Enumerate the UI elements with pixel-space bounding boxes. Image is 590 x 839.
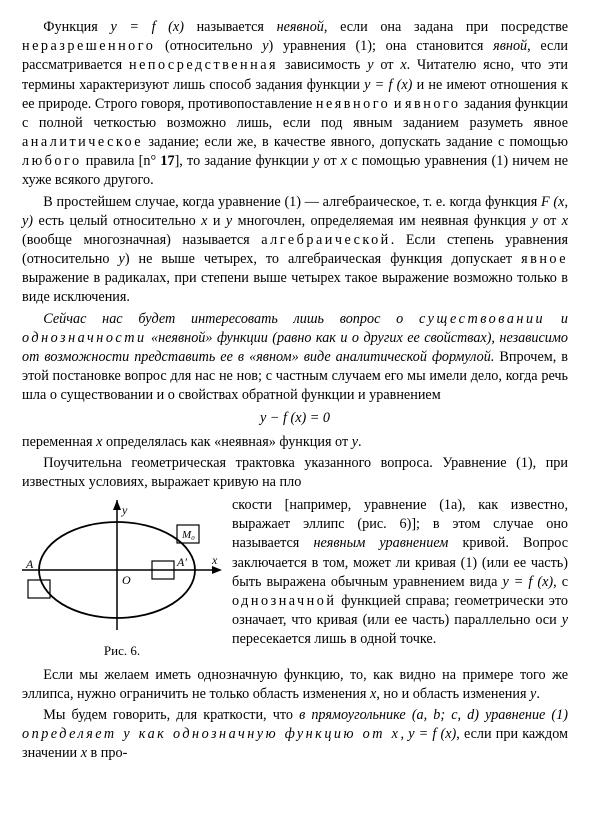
svg-text:x: x [211, 553, 218, 567]
svg-text:A: A [25, 557, 34, 571]
paragraph-2: В простейшем случае, когда уравнение (1)… [22, 193, 568, 308]
paragraph-1: Функция y = f (x) называется неявной, ес… [22, 18, 568, 191]
svg-text:M₀: M₀ [181, 529, 195, 541]
svg-text:A′: A′ [176, 555, 187, 569]
paragraph-5: Поучительна геометрическая трактовка ука… [22, 454, 568, 492]
paragraph-3: Сейчас нас будет интересовать лишь вопро… [22, 310, 568, 406]
equation: y − f (x) = 0 [22, 409, 568, 428]
paragraph-8: Мы будем говорить, для краткости, что в … [22, 706, 568, 764]
paragraph-4: переменная x определялась как «неявная» … [22, 433, 568, 452]
paragraph-7: Если мы желаем иметь однозначную функцию… [22, 666, 568, 704]
svg-text:y: y [121, 503, 128, 517]
figure-caption: Рис. 6. [22, 642, 222, 660]
svg-text:O: O [122, 573, 131, 587]
figure-6: O x y A A′ M₀ Рис. 6. [22, 500, 222, 660]
